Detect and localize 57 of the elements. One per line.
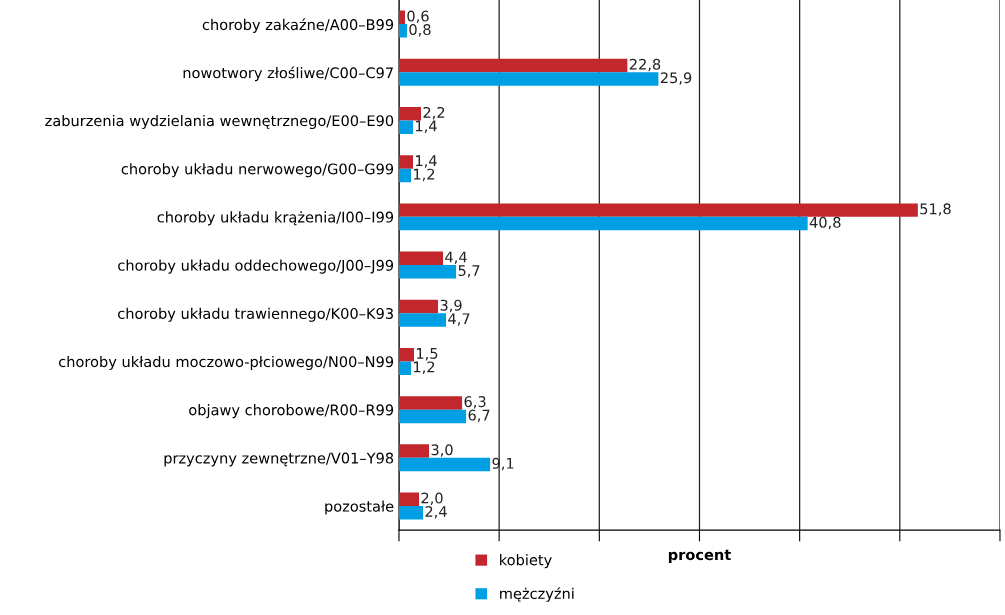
data-label: 1,4 <box>416 155 437 168</box>
data-label: 2,0 <box>421 492 443 506</box>
bar <box>398 58 628 73</box>
y-tick-label: przyczyny zewnętrzne/V01–Y98 <box>164 452 394 467</box>
data-label: 0,8 <box>409 24 431 37</box>
x-axis-title: procent <box>668 549 731 563</box>
bar <box>398 313 447 327</box>
y-tick-label: objawy chorobowe/R00–R99 <box>189 404 394 419</box>
data-label: 4,7 <box>448 313 470 326</box>
legend-label: mężczyźni <box>500 587 574 602</box>
y-tick-label: choroby układu krążenia/I00–I99 <box>157 211 394 226</box>
bar <box>398 216 808 231</box>
y-tick-label: choroby układu oddechowego/J00–J99 <box>118 259 394 274</box>
data-label: 1,4 <box>416 120 437 133</box>
bar <box>398 396 463 410</box>
legend-label: kobiety <box>500 554 552 569</box>
bar <box>398 203 918 217</box>
y-tick-label: choroby układu moczowo-płciowego/N00–N99 <box>59 355 394 371</box>
data-label: 6,3 <box>464 396 486 409</box>
bar <box>398 361 411 375</box>
data-label: 3,9 <box>440 299 462 313</box>
bar <box>398 347 415 362</box>
data-label: 5,7 <box>458 265 480 278</box>
y-tick-label: nowotwory złośliwe/C00–C97 <box>183 66 393 82</box>
data-label: 0,6 <box>407 10 429 24</box>
data-label: 2,2 <box>423 106 445 120</box>
data-label: 1,2 <box>414 361 435 374</box>
data-label: 1,5 <box>417 348 438 361</box>
data-label: 6,7 <box>468 409 490 423</box>
data-label: 40,8 <box>809 216 841 230</box>
y-tick-label: choroby układu trawiennego/K00–K93 <box>118 307 393 322</box>
bar <box>398 24 407 38</box>
bar <box>398 120 414 134</box>
bar <box>398 299 439 314</box>
bar <box>398 251 444 266</box>
data-label: 1,2 <box>414 168 435 182</box>
y-tick-label: choroby zakaźne/A00–B99 <box>202 18 394 33</box>
y-tick-label: choroby układu nerwowego/G00–G99 <box>121 163 394 178</box>
data-label: 2,4 <box>425 505 447 519</box>
y-tick-label: pozostałe <box>325 500 394 515</box>
data-label: 25,9 <box>660 72 692 85</box>
data-label: 22,8 <box>629 58 661 72</box>
bar <box>398 457 491 472</box>
bar <box>398 409 467 424</box>
data-label: 4,4 <box>445 251 467 265</box>
bar <box>398 265 457 279</box>
data-label: 51,8 <box>920 203 951 216</box>
y-tick-label: zaburzenia wydzielania wewnętrznego/E00–E90 <box>45 114 394 130</box>
bar <box>398 492 420 507</box>
data-label: 3,0 <box>431 444 453 457</box>
bar <box>398 10 405 25</box>
bar <box>398 106 422 121</box>
bar <box>398 168 411 183</box>
bar <box>398 72 659 86</box>
bar <box>398 506 424 520</box>
bar <box>398 444 430 458</box>
bar <box>398 155 414 169</box>
